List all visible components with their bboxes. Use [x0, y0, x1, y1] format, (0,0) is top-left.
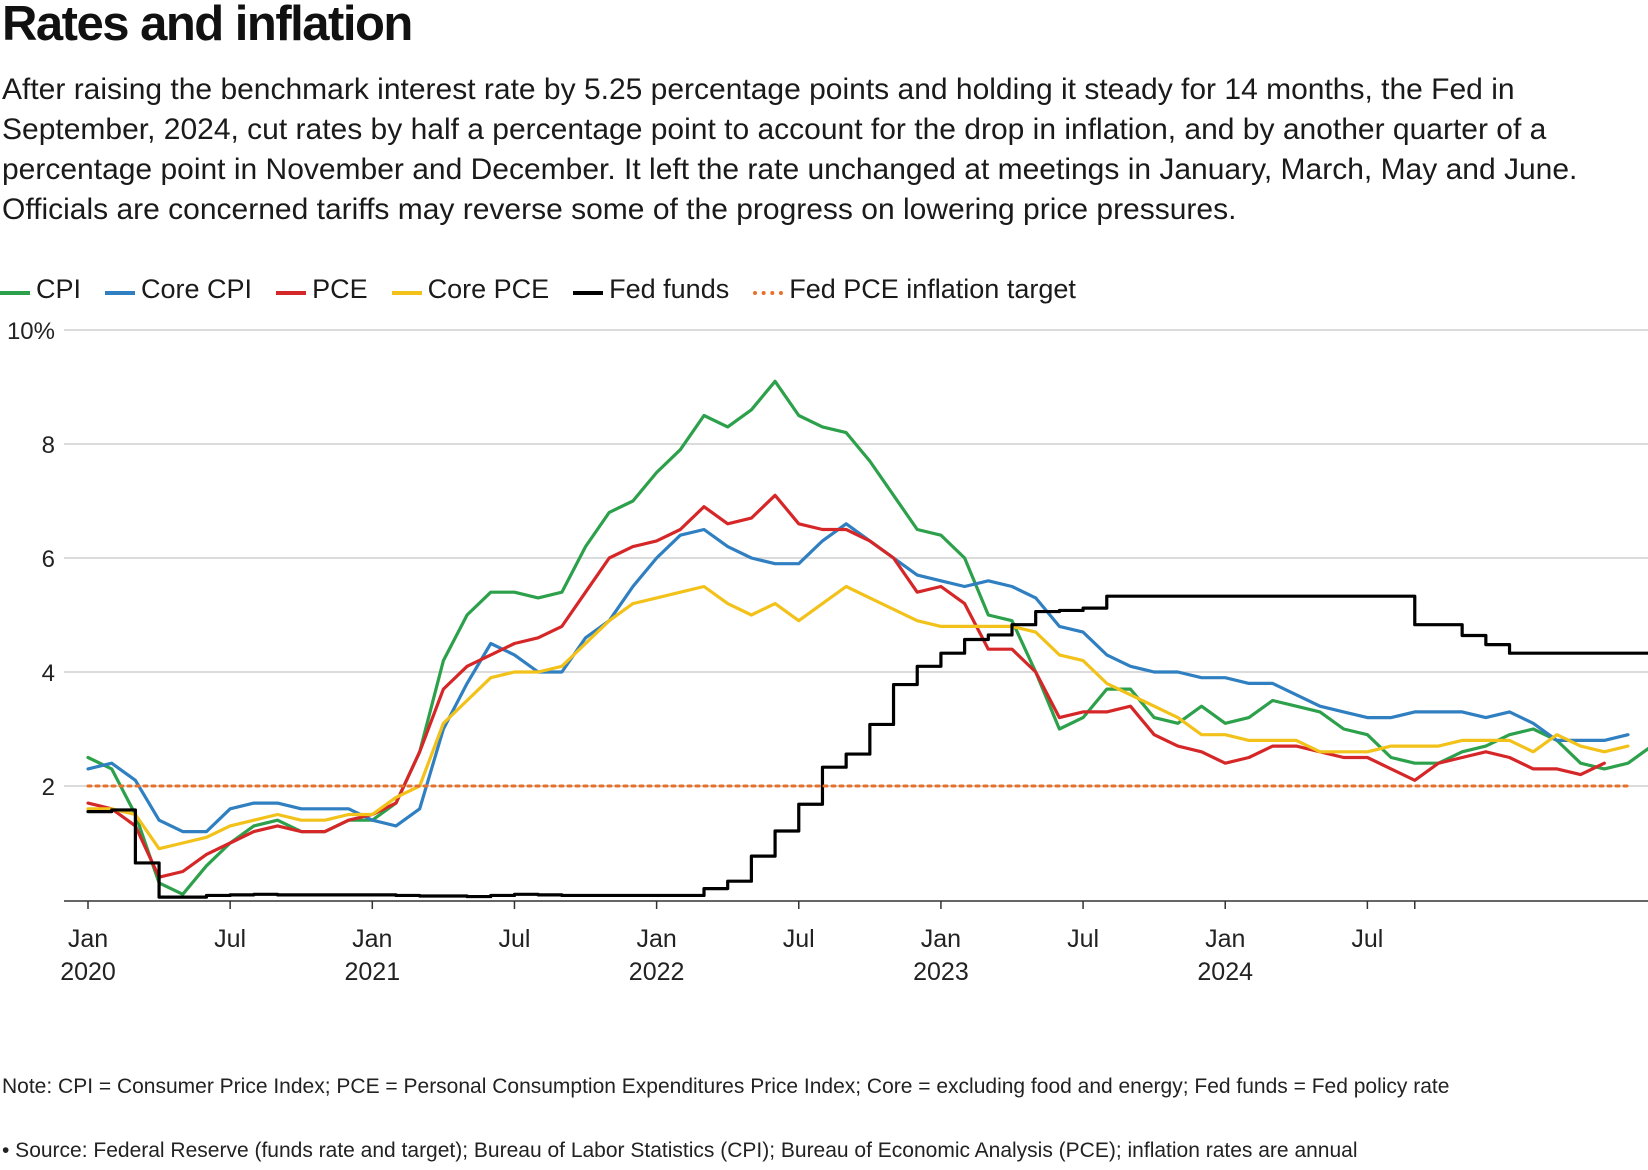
x-tick-label: Jul	[498, 925, 530, 953]
line-chart: 10% 8 6 4 2 Jan 2020 Jul Jan 2021 Jul Jan 2022 Jul Jan…	[7, 320, 1648, 986]
x-tick-year-label: 2023	[913, 958, 969, 986]
legend-swatch-core-pce	[391, 291, 422, 295]
x-tick-label: Jan	[68, 925, 108, 953]
y-tick-label: 8	[42, 432, 55, 459]
legend-item-cpi: CPI	[0, 274, 81, 305]
x-tick-year-label: 2022	[629, 958, 685, 986]
series-line-core-cpi	[86, 522, 1630, 834]
y-tick-label: 10%	[7, 320, 55, 345]
x-tick-label: Jan	[1205, 925, 1245, 953]
x-tick-label: Jul	[1067, 925, 1099, 953]
chart-subtitle: After raising the benchmark interest rat…	[2, 73, 1578, 226]
legend-swatch-core-cpi	[105, 291, 136, 295]
chart-note: Note: CPI = Consumer Price Index; PCE = …	[2, 1075, 1450, 1098]
legend-label-core-pce: Core PCE	[427, 273, 550, 304]
legend-label-fed-target: Fed PCE inflation target	[789, 273, 1076, 304]
chart-source: • Source: Federal Reserve (funds rate an…	[2, 1139, 1358, 1162]
x-tick-year-label: 2020	[60, 958, 116, 986]
x-tick-label: Jan	[921, 925, 961, 953]
x-tick-year-label: 2021	[344, 958, 400, 986]
series-line-pce	[86, 493, 1606, 879]
legend-item-core-pce: Core PCE	[391, 273, 550, 305]
series-line-core-pce	[86, 584, 1630, 851]
legend-label-cpi: CPI	[36, 273, 82, 304]
x-tick-year-label: 2024	[1197, 958, 1253, 986]
x-tick-label: Jan	[352, 925, 392, 953]
chart-legend: CPI Core CPI PCE Core PCE Fed funds Fed …	[0, 271, 1100, 307]
legend-swatch-cpi	[0, 291, 30, 295]
x-tick-label: Jul	[214, 925, 246, 953]
legend-label-pce: PCE	[312, 273, 368, 304]
legend-swatch-pce	[276, 291, 307, 295]
series-line-fed-funds	[86, 594, 1648, 899]
chart-title: Rates and inflation	[2, 0, 413, 51]
legend-label-fed-funds: Fed funds	[609, 273, 730, 304]
x-tick-label: Jul	[1351, 925, 1383, 953]
y-tick-label: 6	[42, 546, 55, 573]
legend-label-core-cpi: Core CPI	[141, 273, 253, 304]
y-tick-label: 4	[42, 660, 55, 687]
y-tick-label: 2	[42, 774, 55, 801]
legend-item-core-cpi: Core CPI	[105, 274, 252, 305]
legend-item-fed-target: Fed PCE inflation target	[753, 274, 1076, 305]
legend-swatch-fed-funds	[573, 291, 604, 295]
legend-swatch-fed-target	[753, 291, 784, 295]
legend-item-pce: PCE	[276, 274, 368, 305]
x-tick-label: Jan	[636, 925, 676, 953]
x-tick-label: Jul	[783, 925, 815, 953]
series-line-cpi	[86, 379, 1648, 896]
legend-item-fed-funds: Fed funds	[573, 274, 729, 305]
